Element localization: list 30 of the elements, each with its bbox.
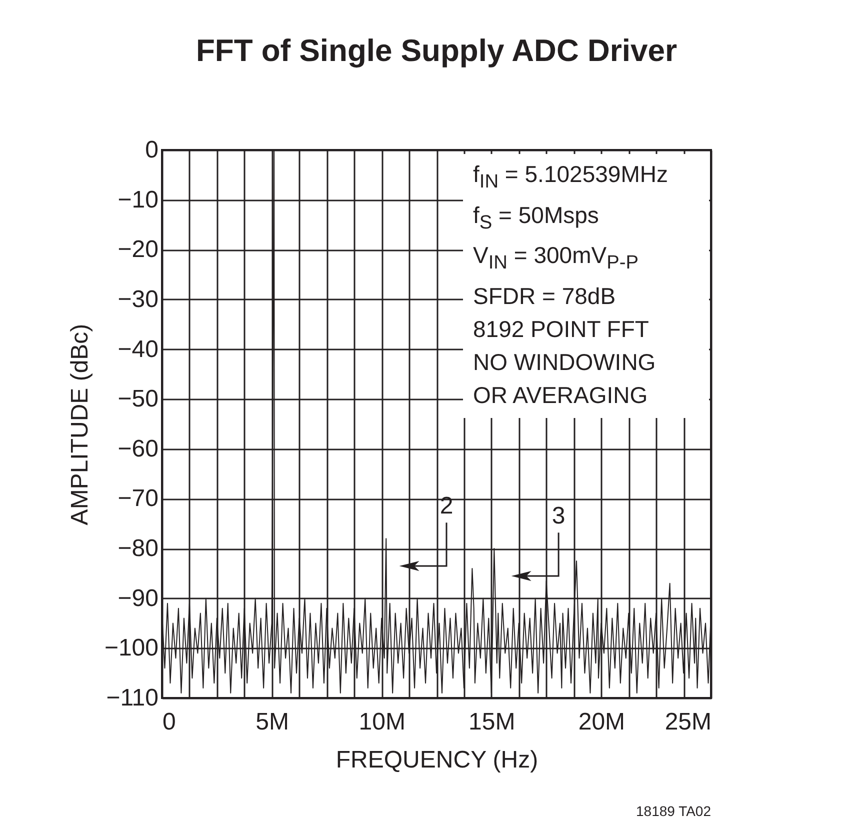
y-tick-label: −90 <box>118 584 158 612</box>
x-tick-label: 15M <box>468 708 516 736</box>
y-tick-label: −60 <box>118 435 158 462</box>
y-tick-label: −50 <box>118 386 158 413</box>
y-tick-label: −70 <box>118 485 158 512</box>
x-axis-title: FREQUENCY (Hz) <box>336 746 538 774</box>
x-tick-label: 20M <box>578 708 626 736</box>
y-tick-label: −80 <box>118 535 158 562</box>
annotation: OR AVERAGING <box>473 380 649 410</box>
y-tick-label: −30 <box>118 286 158 313</box>
annotation: 8192 POINT FFT <box>473 314 650 344</box>
x-tick-label: 0 <box>162 708 176 736</box>
y-tick-label: 0 <box>145 136 158 164</box>
x-tick-label: 5M <box>256 708 289 736</box>
annotation: f$_{IN}$ = 5.102539MHz <box>473 160 669 195</box>
annotation: V$_{IN}$ = 300mV$_{P-P}$ <box>473 241 640 276</box>
annotation: SFDR = 78dB <box>473 282 617 311</box>
text: 18189 TA02 <box>635 803 711 819</box>
chart-title: FFT of Single Supply ADC Driver <box>196 33 678 68</box>
x-tick-label: 10M <box>358 708 406 736</box>
y-tick-label: −10 <box>118 186 158 214</box>
annotation: 3 <box>552 502 566 530</box>
annotation: NO WINDOWING <box>473 348 657 377</box>
y-tick-label: −100 <box>104 634 158 662</box>
x-tick-label: 25M <box>664 708 712 736</box>
y-axis-title: AMPLITUDE (dBc) <box>66 324 94 526</box>
y-tick-label: −40 <box>118 336 158 363</box>
y-tick-label: −110 <box>106 684 158 712</box>
annotation: f$_{S}$ = 50Msps <box>473 200 600 236</box>
y-tick-label: −20 <box>118 236 158 264</box>
